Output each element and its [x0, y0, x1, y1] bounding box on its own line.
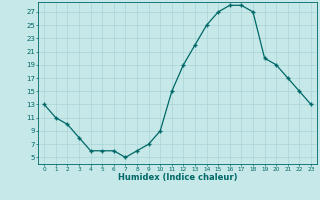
X-axis label: Humidex (Indice chaleur): Humidex (Indice chaleur) [118, 173, 237, 182]
